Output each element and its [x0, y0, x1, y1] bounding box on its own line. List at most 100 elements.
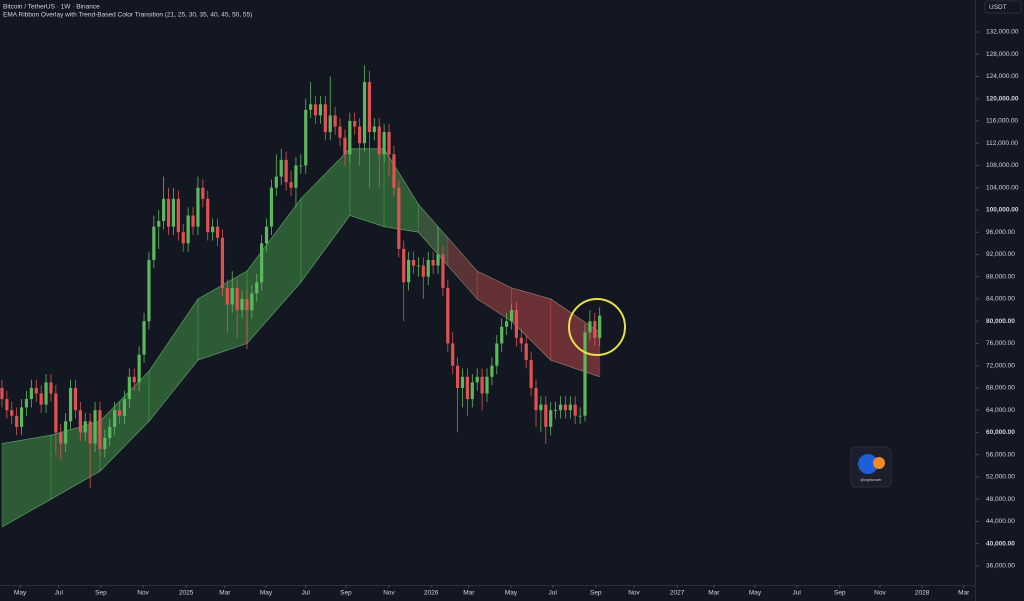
y-tick-label: 96,000.00 [986, 229, 1015, 236]
x-tick-label: Nov [874, 590, 886, 597]
y-tick-label: 132,000.00 [986, 29, 1019, 36]
candle-body [274, 176, 278, 188]
candle-body [505, 321, 509, 327]
candle-body [304, 109, 308, 166]
candle-body [554, 410, 558, 411]
candle-body [5, 399, 9, 411]
currency-box[interactable] [984, 0, 1022, 14]
candle-body [519, 337, 523, 344]
candle-body [451, 343, 455, 366]
candle-body [598, 315, 602, 338]
x-tick-label: 2028 [915, 590, 930, 597]
candle-body [73, 387, 78, 411]
y-tick-label: 116,000.00 [986, 118, 1018, 125]
candle-body [294, 165, 298, 188]
candle-body [88, 421, 92, 444]
candle-body [549, 410, 553, 427]
candle-body [387, 132, 391, 155]
candle-body [0, 387, 4, 400]
currency-label[interactable]: USDT [989, 4, 1007, 11]
candle-body [68, 387, 73, 422]
candle-body [309, 104, 313, 110]
y-tick-label: 36,000.00 [986, 563, 1015, 570]
candle-body [230, 287, 234, 305]
candle-body [181, 232, 185, 244]
candle-body [318, 104, 323, 116]
y-tick-label: 124,000.00 [986, 73, 1019, 80]
candle-body [103, 437, 107, 450]
candle-body [475, 376, 479, 383]
x-tick-label: Nov [383, 590, 395, 597]
candle-body [245, 298, 249, 311]
candle-body [166, 198, 171, 227]
candle-body [147, 260, 151, 322]
candle-body [539, 404, 543, 411]
candle-body [573, 404, 577, 416]
x-tick-label: Sep [95, 590, 107, 597]
candle-body [490, 365, 494, 377]
candle-body [372, 126, 376, 133]
candle-body [338, 126, 342, 138]
candle-body [162, 198, 166, 222]
candle-body [152, 226, 156, 261]
candle-body [421, 265, 425, 277]
candle-body [269, 187, 274, 227]
candle-body [333, 115, 337, 127]
logo-mark-coin [873, 457, 885, 469]
candle-body [78, 410, 82, 433]
y-tick-label: 92,000.00 [986, 251, 1015, 258]
candle-body [397, 187, 401, 249]
x-tick-label: 2025 [179, 590, 194, 597]
time-axis: May Jul Sep Nov 2025 Mar May Jul Sep Nov 2026 Mar Ma… [14, 585, 970, 597]
x-tick-label: 2026 [424, 590, 439, 597]
y-tick-label: 64,000.00 [986, 407, 1015, 414]
candle-body [122, 399, 127, 416]
candle-body [250, 293, 254, 311]
y-tick-label: 44,000.00 [986, 518, 1015, 525]
candle-body [343, 137, 347, 155]
y-tick-label: 48,000.00 [986, 496, 1015, 503]
y-tick-label: 120,000.00 [986, 95, 1019, 102]
y-tick-label: 88,000.00 [986, 273, 1015, 280]
candle-body [514, 310, 519, 338]
candle-body [328, 115, 332, 133]
y-tick-label: 40,000.00 [986, 540, 1015, 547]
candle-body [171, 198, 176, 227]
candle-body [593, 321, 597, 338]
y-tick-label: 104,000.00 [986, 184, 1019, 191]
y-tick-label: 52,000.00 [986, 474, 1015, 481]
candle-body [201, 187, 205, 199]
candle-body [456, 365, 460, 388]
candle-body [377, 126, 381, 155]
candle-body [15, 415, 19, 427]
candle-body [260, 243, 264, 283]
candle-body [509, 310, 514, 322]
candle-body [544, 404, 548, 427]
candle-body [362, 82, 367, 144]
x-tick-label: Sep [834, 590, 846, 597]
candle-body [157, 221, 161, 227]
candle-body [93, 410, 97, 444]
y-tick-label: 80,000.00 [986, 318, 1015, 325]
candles [0, 65, 602, 489]
y-tick-label: 60,000.00 [986, 429, 1015, 436]
y-tick-label: 112,000.00 [986, 140, 1018, 147]
candle-body [299, 165, 303, 167]
candle-body [54, 393, 58, 433]
y-tick-label: 100,000.00 [986, 207, 1019, 214]
candle-body [436, 254, 440, 266]
y-tick-label: 128,000.00 [986, 51, 1019, 58]
chart-subtitle: EMA Ribbon Overlay with Trend-Based Colo… [3, 12, 252, 19]
candle-body [220, 237, 225, 288]
candle-body [59, 432, 63, 444]
candle-body [34, 387, 38, 394]
y-tick-label: 56,000.00 [986, 451, 1015, 458]
candle-body [558, 404, 563, 411]
candle-body [289, 182, 293, 188]
candle-body [132, 376, 136, 383]
x-tick-label: Jul [549, 590, 558, 597]
candle-body [83, 421, 87, 433]
candle-body [39, 393, 43, 405]
